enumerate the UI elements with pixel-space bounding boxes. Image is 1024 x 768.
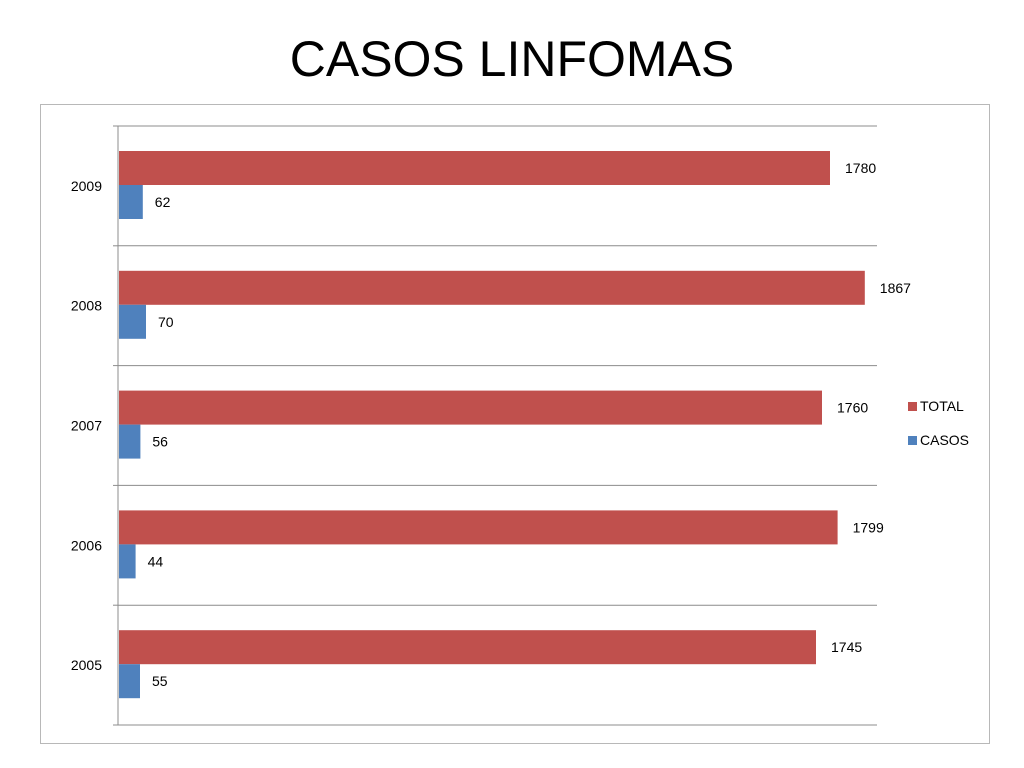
data-label-casos: 44 (148, 553, 164, 569)
data-label-casos: 56 (152, 434, 168, 450)
chart-area: 2005 1745 55 2006 1799 44 2007 1760 56 2008 1867 70… (40, 104, 990, 744)
data-label-total: 1780 (845, 160, 876, 176)
y-tick-label: 2007 (71, 418, 102, 434)
bar-casos (119, 185, 143, 219)
legend-swatch-casos (908, 436, 917, 445)
y-tick-label: 2009 (71, 178, 102, 194)
y-tick-label: 2005 (71, 657, 102, 673)
bar-total (119, 151, 830, 185)
legend-label-total: TOTAL (920, 398, 964, 414)
bar-casos (119, 544, 136, 579)
legend-label-casos: CASOS (920, 432, 969, 448)
bar-casos (119, 304, 146, 339)
data-label-total: 1799 (853, 519, 884, 535)
bar-casos (119, 424, 141, 459)
bar-total (119, 390, 822, 425)
bar-total (119, 510, 838, 545)
data-label-total: 1867 (880, 280, 911, 296)
legend-swatch-total (908, 402, 917, 411)
y-tick-label: 2008 (71, 298, 102, 314)
data-label-casos: 70 (158, 314, 174, 330)
data-label-casos: 55 (152, 673, 168, 689)
y-tick-label: 2006 (71, 537, 102, 553)
bar-chart: 2005 1745 55 2006 1799 44 2007 1760 56 2008 1867 70… (71, 125, 969, 726)
data-label-total: 1745 (831, 639, 862, 655)
slide-title: CASOS LINFOMAS (289, 31, 735, 87)
bar-total (119, 630, 816, 665)
bar-total (119, 270, 865, 305)
data-label-total: 1760 (837, 400, 868, 416)
data-label-casos: 62 (155, 194, 171, 210)
bar-casos (119, 664, 140, 699)
